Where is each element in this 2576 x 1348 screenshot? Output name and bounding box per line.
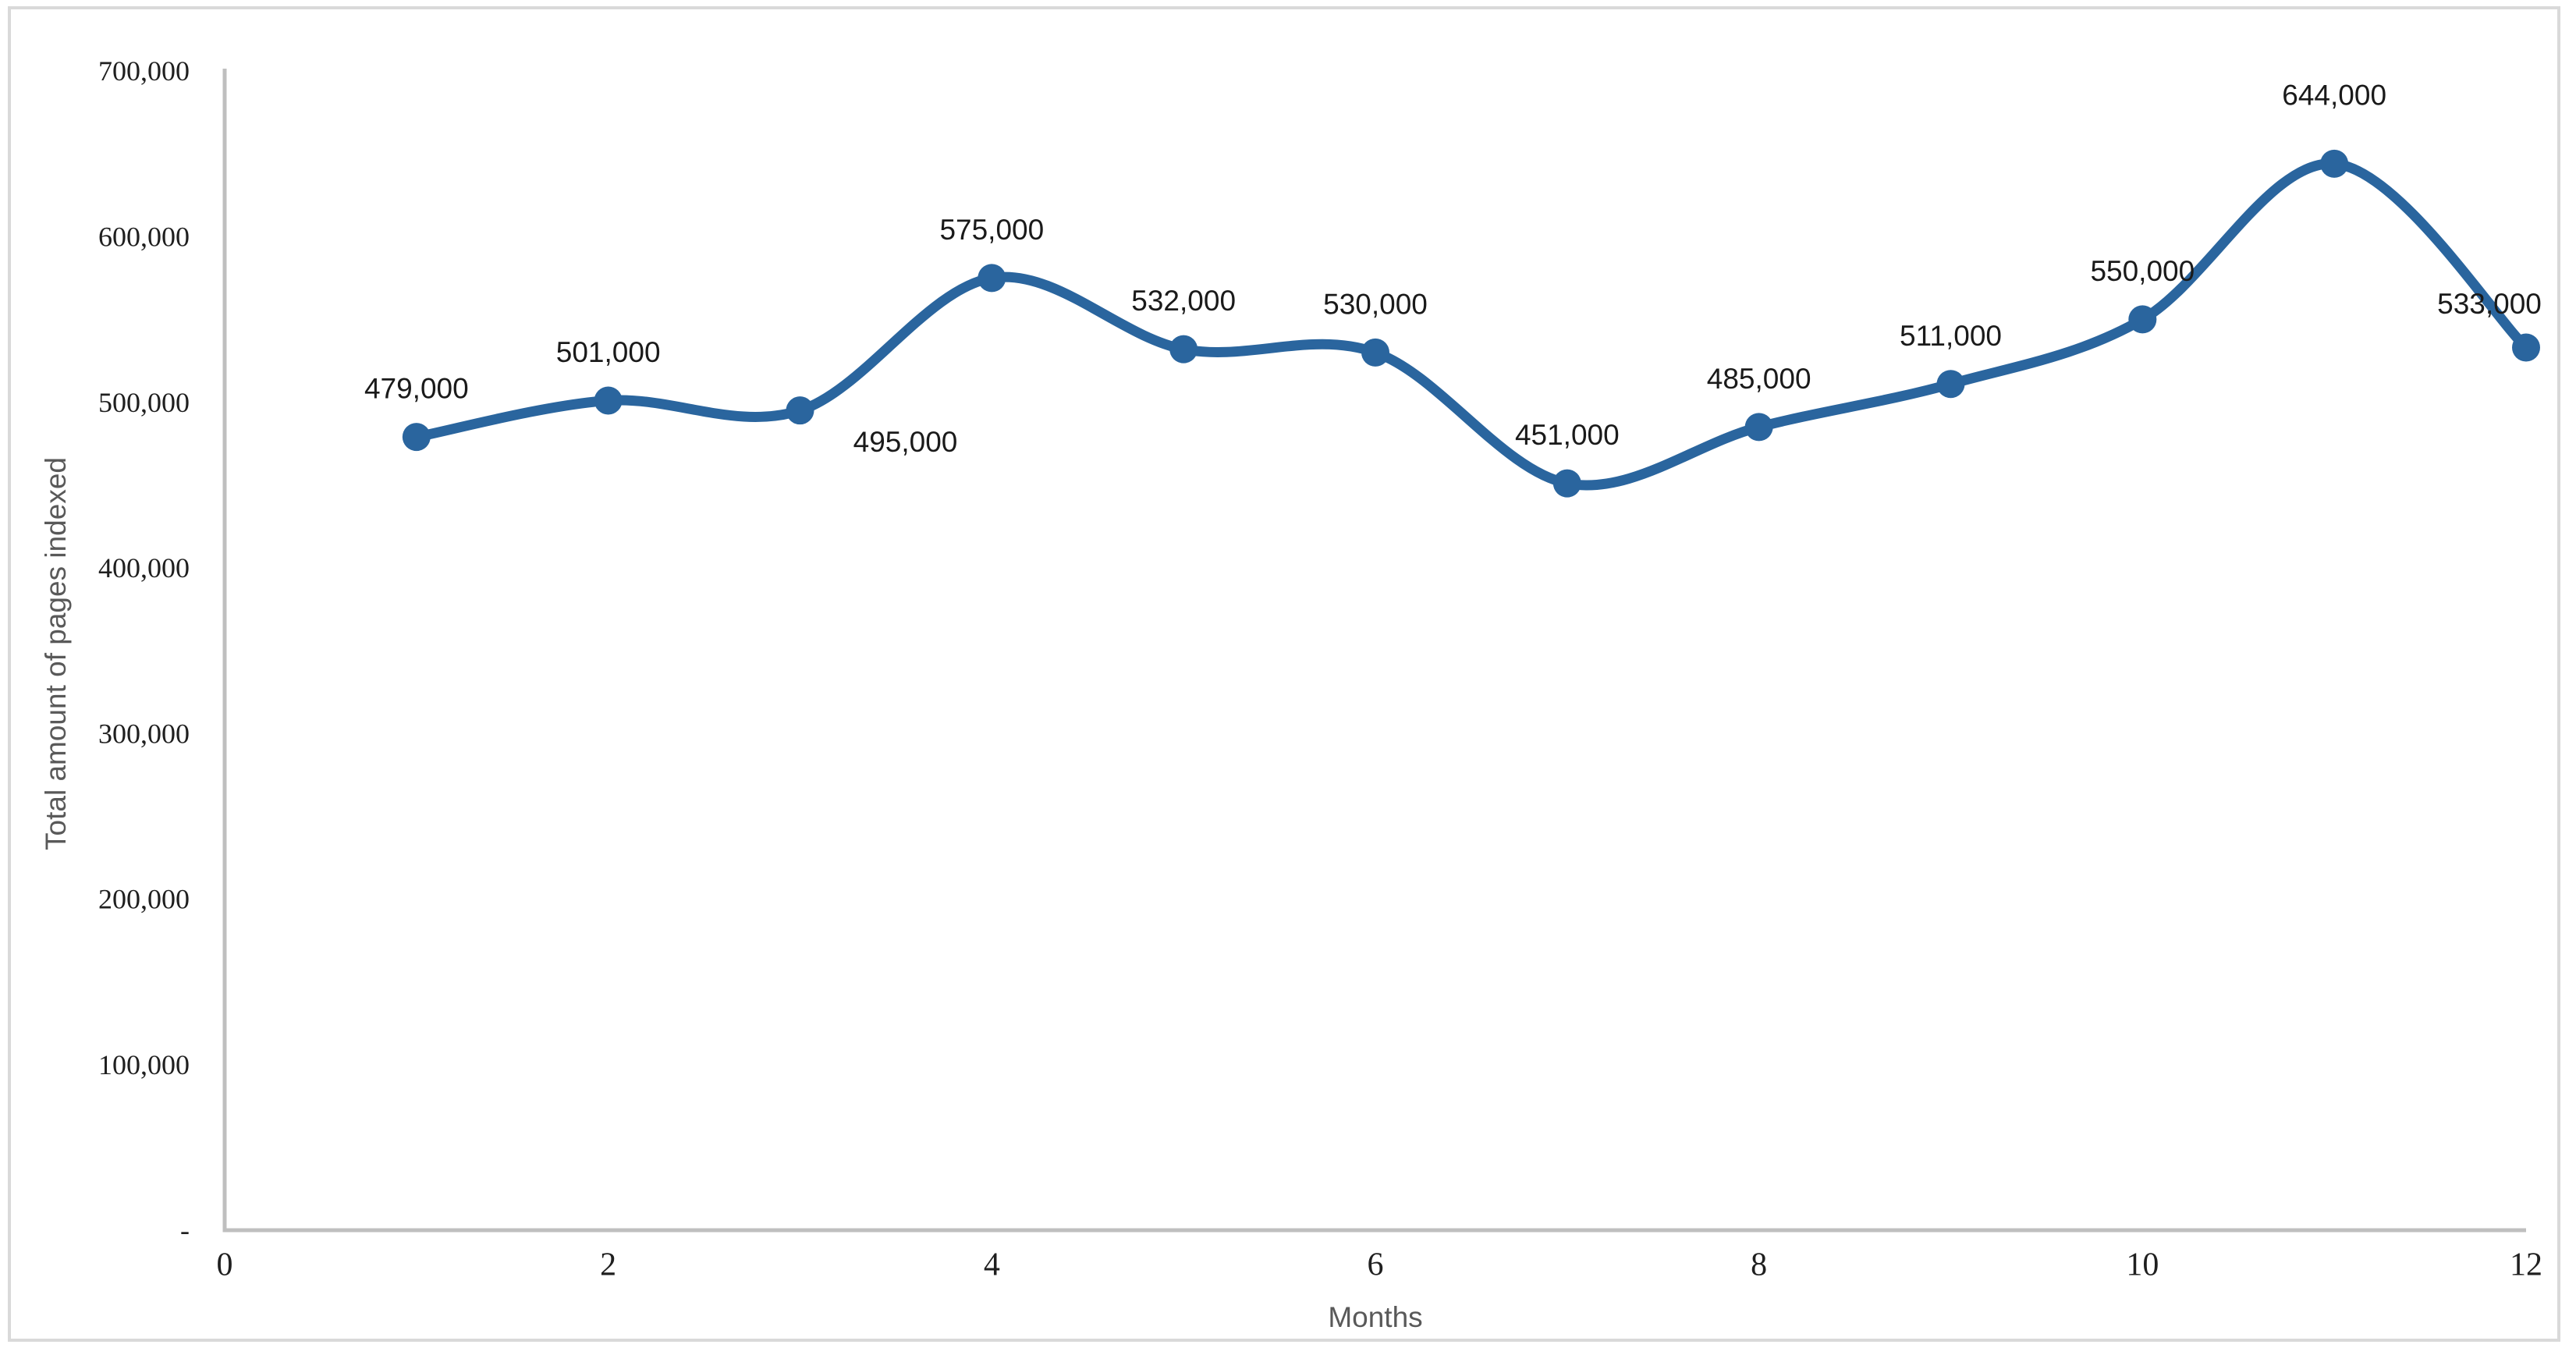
y-tick-label: 200,000 <box>98 884 190 915</box>
data-point-label: 550,000 <box>2090 255 2195 287</box>
data-point-marker <box>786 396 814 425</box>
data-point-label: 511,000 <box>1900 320 2002 352</box>
data-point-marker <box>402 423 431 452</box>
data-point-marker <box>1744 413 1773 442</box>
data-point-label: 485,000 <box>1707 363 1811 395</box>
x-tick-label: 2 <box>600 1247 616 1282</box>
x-tick-label: 6 <box>1368 1247 1384 1282</box>
data-point-marker <box>594 386 623 415</box>
data-point-marker <box>1361 338 1389 367</box>
data-point-label: 451,000 <box>1515 419 1620 451</box>
series-line <box>411 158 2532 491</box>
x-tick-label: 10 <box>2126 1247 2159 1282</box>
y-tick-label: 600,000 <box>98 222 190 253</box>
x-axis-title: Months <box>1328 1301 1423 1333</box>
data-point-label: 644,000 <box>2282 79 2386 111</box>
data-point-label: 575,000 <box>939 214 1044 246</box>
y-tick-label: 300,000 <box>98 718 190 749</box>
y-tick-label: 500,000 <box>98 387 190 418</box>
y-tick-label: - <box>180 1215 190 1246</box>
data-point-label: 495,000 <box>853 426 958 458</box>
y-tick-label: 400,000 <box>98 552 190 584</box>
x-tick-label: 4 <box>984 1247 1000 1282</box>
data-point-label: 533,000 <box>2437 288 2542 320</box>
x-tick-label: 8 <box>1751 1247 1767 1282</box>
data-point-label: 501,000 <box>556 336 661 368</box>
data-point-marker <box>2512 333 2540 362</box>
y-tick-label: 100,000 <box>98 1049 190 1080</box>
x-tick-label: 0 <box>217 1247 233 1282</box>
data-point-marker <box>2320 149 2349 178</box>
y-axis-title: Total amount of pages indexed <box>40 457 72 850</box>
data-point-label: 532,000 <box>1131 285 1236 317</box>
data-point-marker <box>1169 335 1198 364</box>
data-point-marker <box>2128 305 2157 334</box>
data-point-marker <box>1552 469 1581 498</box>
data-point-marker <box>1936 370 1965 399</box>
x-tick-label: 12 <box>2510 1247 2542 1282</box>
chart-frame-border <box>8 6 2560 1342</box>
data-point-label: 530,000 <box>1323 288 1428 320</box>
data-point-label: 479,000 <box>364 373 469 405</box>
data-point-marker <box>978 264 1006 293</box>
y-tick-label: 700,000 <box>98 55 190 87</box>
